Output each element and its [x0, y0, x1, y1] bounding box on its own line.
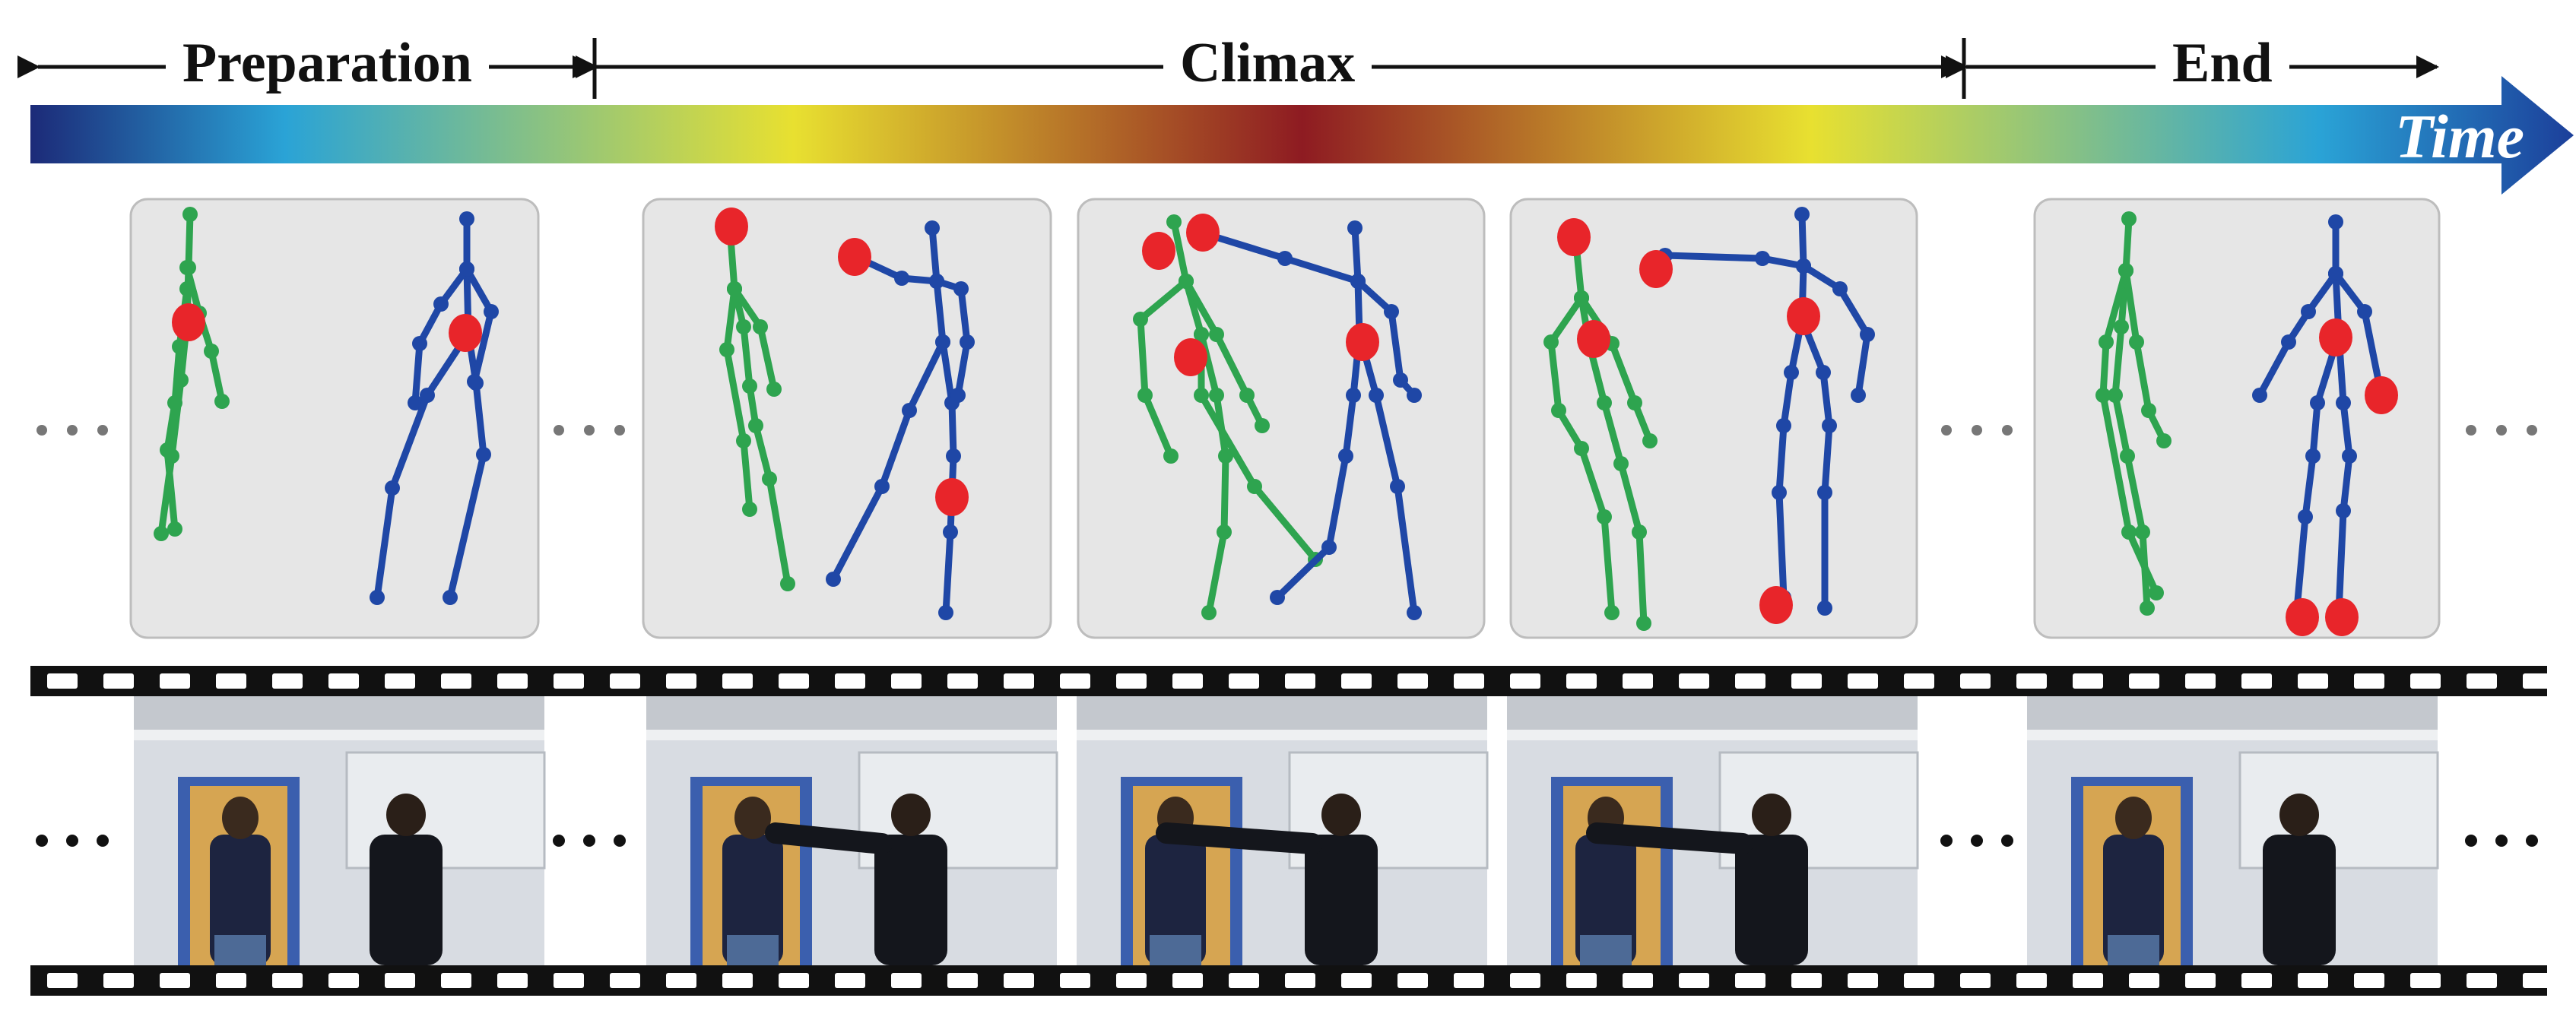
phase-label-preparation: Preparation — [166, 29, 489, 97]
skeleton-pair-2 — [715, 208, 975, 620]
phase-label-end: End — [2156, 29, 2289, 97]
keypoint-highlight — [1759, 586, 1793, 624]
skeleton-panel-3 — [1077, 198, 1486, 639]
keypoint-highlight — [1639, 250, 1673, 288]
keypoint-highlight — [1557, 218, 1591, 256]
video-frame-4 — [1507, 696, 1919, 965]
keypoint-highlight — [449, 314, 482, 352]
skeleton-left — [719, 220, 795, 591]
skeleton-figures — [154, 207, 2398, 636]
keypoint-highlight — [715, 208, 748, 246]
video-frame-3 — [1077, 696, 1489, 965]
time-label: Time — [2395, 102, 2525, 171]
skeleton-panel-5 — [2033, 198, 2441, 639]
skeleton-left — [2095, 211, 2172, 616]
keypoint-highlight — [2286, 598, 2319, 636]
keypoint-highlight — [1577, 320, 1610, 358]
video-frame-2 — [646, 696, 1058, 965]
ellipsis-dots — [36, 425, 2537, 436]
keypoint-highlight — [2319, 318, 2352, 356]
skeleton-left — [1133, 214, 1323, 620]
keypoint-highlight — [1174, 338, 1207, 376]
video-frame-1 — [134, 696, 546, 965]
skeleton-right — [1658, 207, 1875, 616]
skeleton-panels — [129, 198, 2441, 639]
keypoint-highlight — [1142, 232, 1175, 270]
skeleton-right — [1194, 220, 1422, 620]
ellipsis-dots-film — [36, 835, 2538, 847]
keypoint-highlight — [172, 303, 205, 341]
skeleton-pair-4 — [1543, 207, 1875, 631]
skeleton-pair-1 — [154, 207, 499, 605]
keypoint-highlight — [2325, 598, 2359, 636]
skeleton-left — [154, 207, 230, 541]
keypoint-highlight — [2365, 376, 2398, 414]
time-arrow — [30, 76, 2574, 195]
phase-label-climax: Climax — [1163, 29, 1372, 97]
film-strip — [30, 666, 2553, 996]
skeleton-right — [370, 211, 499, 605]
skeleton-right — [826, 220, 975, 620]
keypoint-highlight — [935, 478, 969, 516]
skeleton-pair-3 — [1133, 214, 1422, 620]
keypoint-highlight — [1787, 297, 1820, 335]
keypoint-highlight — [1186, 214, 1220, 252]
keypoint-highlight — [838, 238, 871, 276]
video-frame-5 — [2027, 696, 2439, 965]
keypoint-highlight — [1346, 323, 1379, 361]
skeleton-pair-5 — [2095, 211, 2398, 636]
skeleton-panel-4 — [1509, 198, 1918, 639]
video-frames — [134, 696, 2439, 965]
